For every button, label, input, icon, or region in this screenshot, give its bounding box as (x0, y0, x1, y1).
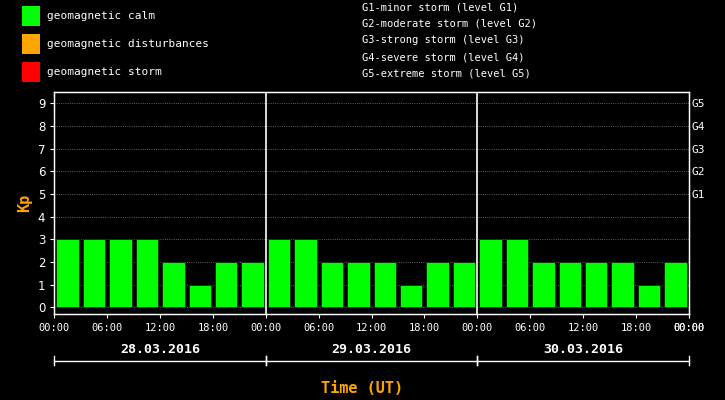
Y-axis label: Kp: Kp (17, 194, 33, 212)
Text: G2-moderate storm (level G2): G2-moderate storm (level G2) (362, 19, 537, 29)
Bar (453, 262, 476, 307)
Bar (585, 262, 608, 307)
FancyBboxPatch shape (22, 62, 40, 82)
Text: 29.03.2016: 29.03.2016 (331, 343, 412, 356)
Text: 28.03.2016: 28.03.2016 (120, 343, 200, 356)
Bar (479, 239, 502, 307)
Bar (162, 262, 185, 307)
Bar (664, 262, 687, 307)
Bar (57, 239, 79, 307)
Bar (268, 239, 290, 307)
Text: G5-extreme storm (level G5): G5-extreme storm (level G5) (362, 69, 531, 79)
Bar (426, 262, 449, 307)
Bar (136, 239, 158, 307)
Bar (83, 239, 105, 307)
Bar (558, 262, 581, 307)
Bar (109, 239, 132, 307)
Text: G3-strong storm (level G3): G3-strong storm (level G3) (362, 36, 525, 46)
Text: geomagnetic calm: geomagnetic calm (47, 11, 155, 21)
Bar (347, 262, 370, 307)
Text: G1-minor storm (level G1): G1-minor storm (level G1) (362, 2, 519, 12)
Text: geomagnetic storm: geomagnetic storm (47, 67, 162, 77)
FancyBboxPatch shape (22, 34, 40, 54)
Bar (400, 284, 423, 307)
Text: Time (UT): Time (UT) (321, 381, 404, 396)
Text: 30.03.2016: 30.03.2016 (543, 343, 623, 356)
Bar (506, 239, 529, 307)
Bar (320, 262, 343, 307)
FancyBboxPatch shape (22, 6, 40, 26)
Text: G4-severe storm (level G4): G4-severe storm (level G4) (362, 52, 525, 62)
Bar (294, 239, 317, 307)
Bar (215, 262, 237, 307)
Bar (638, 284, 660, 307)
Text: geomagnetic disturbances: geomagnetic disturbances (47, 39, 209, 49)
Bar (532, 262, 555, 307)
Bar (373, 262, 396, 307)
Bar (241, 262, 264, 307)
Bar (188, 284, 211, 307)
Bar (611, 262, 634, 307)
